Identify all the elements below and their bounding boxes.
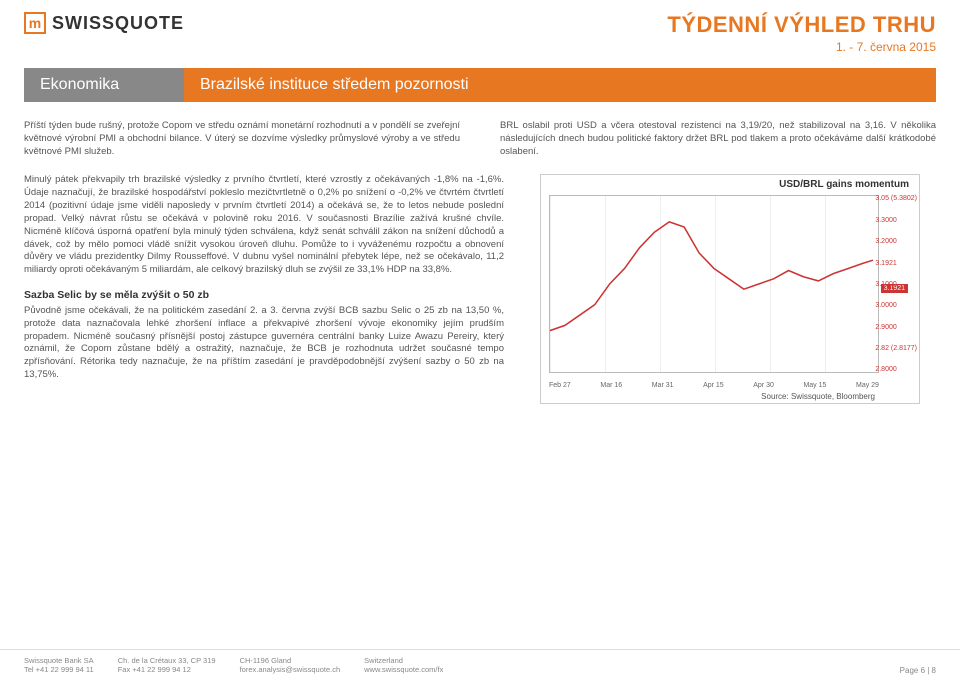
page-header: m SWISSQUOTE TÝDENNÍ VÝHLED TRHU 1. - 7.… [0, 0, 960, 62]
chart-x-tick: May 29 [856, 382, 879, 389]
body-para-1: Minulý pátek překvapily trh brazilské vý… [24, 174, 504, 277]
title-block: TÝDENNÍ VÝHLED TRHU 1. - 7. června 2015 [667, 12, 936, 54]
chart-y-tick: 2.82 (2.8177) [875, 345, 917, 352]
chart-x-tick: Mar 31 [652, 382, 674, 389]
footer-url: www.swissquote.com/fx [364, 665, 443, 675]
chart-x-axis: Feb 27 Mar 16 Mar 31 Apr 15 Apr 30 May 15 May … [549, 382, 879, 389]
chart-x-tick: Apr 30 [753, 382, 774, 389]
footer-col-1: Swissquote Bank SA Tel +41 22 999 94 11 [24, 656, 94, 676]
chart-x-tick: Mar 16 [600, 382, 622, 389]
page-number: Page 6 | 8 [900, 666, 936, 675]
footer-tel: Tel +41 22 999 94 11 [24, 665, 94, 675]
section-title: Brazilské instituce středem pozornosti [184, 68, 936, 102]
usd-brl-chart: USD/BRL gains momentum 3.1921 3.05 (5.38… [540, 174, 920, 404]
chart-polyline [550, 222, 873, 331]
logo-text: SWISSQUOTE [52, 13, 184, 34]
chart-x-tick: Apr 15 [703, 382, 724, 389]
chart-y-tick: 3.2000 [875, 238, 917, 245]
intro-right: BRL oslabil proti USD a včera otestoval … [500, 120, 936, 158]
footer-col-3: CH-1196 Gland forex.analysis@swissquote.… [240, 656, 341, 676]
footer-col-2: Ch. de la Crétaux 33, CP 319 Fax +41 22 … [118, 656, 216, 676]
subheading: Sazba Selic by se měla zvýšit o 50 zb [24, 289, 504, 301]
chart-y-tick: 3.0000 [875, 302, 917, 309]
logo-icon: m [24, 12, 46, 34]
footer-columns: Swissquote Bank SA Tel +41 22 999 94 11 … [24, 656, 443, 676]
chart-source: Source: Swissquote, Bloomberg [761, 392, 875, 401]
chart-plot-area: 3.1921 [549, 195, 879, 373]
chart-column: USD/BRL gains momentum 3.1921 3.05 (5.38… [524, 174, 936, 404]
footer-fax: Fax +41 22 999 94 12 [118, 665, 216, 675]
body-para-2: Původně jsme očekávali, že na politickém… [24, 305, 504, 382]
chart-y-tick: 3.1000 [875, 281, 917, 288]
page-footer: Swissquote Bank SA Tel +41 22 999 94 11 … [0, 649, 960, 681]
section-label: Ekonomika [24, 68, 184, 102]
chart-x-tick: Feb 27 [549, 382, 571, 389]
intro-row: Příští týden bude rušný, protože Copom v… [0, 102, 960, 158]
report-title: TÝDENNÍ VÝHLED TRHU [667, 12, 936, 38]
footer-address: Ch. de la Crétaux 33, CP 319 [118, 656, 216, 666]
footer-company: Swissquote Bank SA [24, 656, 94, 666]
chart-line-svg [550, 196, 878, 372]
footer-city: CH-1196 Gland [240, 656, 341, 666]
chart-y-tick: 2.8000 [875, 366, 917, 373]
chart-y-axis: 3.05 (5.3802) 3.3000 3.2000 3.1921 3.1000 3.0… [875, 195, 917, 373]
chart-x-tick: May 15 [803, 382, 826, 389]
chart-y-tick: 3.1921 [875, 260, 917, 267]
chart-title: USD/BRL gains momentum [779, 179, 909, 190]
report-date: 1. - 7. června 2015 [667, 40, 936, 54]
logo: m SWISSQUOTE [24, 12, 184, 34]
footer-country: Switzerland [364, 656, 443, 666]
main-row: Minulý pátek překvapily trh brazilské vý… [0, 158, 960, 404]
footer-email: forex.analysis@swissquote.ch [240, 665, 341, 675]
section-bar: Ekonomika Brazilské instituce středem po… [24, 68, 936, 102]
chart-y-tick: 3.05 (5.3802) [875, 195, 917, 202]
chart-y-tick: 2.9000 [875, 324, 917, 331]
chart-y-tick: 3.3000 [875, 217, 917, 224]
footer-col-4: Switzerland www.swissquote.com/fx [364, 656, 443, 676]
text-column: Minulý pátek překvapily trh brazilské vý… [24, 174, 504, 404]
intro-left: Příští týden bude rušný, protože Copom v… [24, 120, 460, 158]
